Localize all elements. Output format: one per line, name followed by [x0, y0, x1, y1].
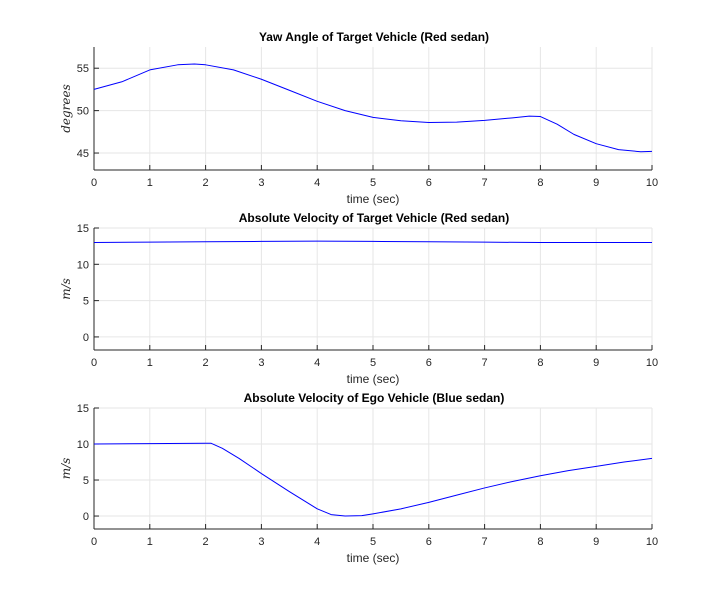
x-tick-label: 6 [426, 357, 432, 369]
series-line [93, 63, 653, 153]
chart-2: 0 1 2 3 4 5 6 7 8 9 10 0 5 10 15 Absolute Velocity of T… [59, 211, 658, 386]
chart-title: Yaw Angle of Target Vehicle (Red sedan) [259, 30, 489, 44]
chart-title: Absolute Velocity of Ego Vehicle (Blue s… [244, 391, 505, 405]
x-tick-label: 9 [593, 357, 599, 369]
x-tick-label: 7 [482, 357, 488, 369]
x-tick-label: 4 [314, 357, 320, 369]
x-tick-label: 10 [646, 357, 658, 369]
y-tick-label: 55 [77, 63, 89, 75]
x-tick-label: 4 [314, 536, 320, 548]
x-tick-label: 0 [91, 536, 97, 548]
chart-3: 0 1 2 3 4 5 6 7 8 9 10 0 5 10 15 Absolute Velocity of E… [59, 391, 658, 565]
y-axis-label: m/s [59, 458, 73, 480]
series-line [93, 240, 652, 244]
y-tick-label: 45 [77, 148, 89, 160]
x-tick-label: 8 [537, 357, 543, 369]
y-tick-label: 50 [77, 106, 89, 118]
x-tick-label: 9 [593, 536, 599, 548]
x-tick-label: 10 [646, 536, 658, 548]
y-axis-label: m/s [59, 278, 73, 300]
y-tick-label: 10 [77, 439, 89, 451]
y-tick-label: 0 [83, 511, 89, 523]
x-tick-label: 5 [370, 177, 376, 189]
x-tick-label: 0 [91, 177, 97, 189]
x-tick-label: 1 [147, 177, 153, 189]
x-tick-label: 1 [147, 536, 153, 548]
y-tick-label: 10 [77, 259, 89, 271]
x-tick-label: 3 [258, 536, 264, 548]
y-tick-label: 15 [77, 223, 89, 235]
series-line [93, 442, 653, 517]
y-tick-label: 15 [77, 403, 89, 415]
chart-title: Absolute Velocity of Target Vehicle (Red… [239, 211, 510, 225]
x-tick-label: 4 [314, 177, 320, 189]
x-tick-label: 10 [646, 177, 658, 189]
y-tick-label: 5 [83, 475, 89, 487]
x-tick-label: 3 [258, 357, 264, 369]
x-tick-label: 9 [593, 177, 599, 189]
x-tick-label: 7 [482, 536, 488, 548]
x-tick-label: 6 [426, 177, 432, 189]
x-tick-label: 2 [203, 536, 209, 548]
x-tick-label: 7 [482, 177, 488, 189]
x-tick-label: 0 [91, 357, 97, 369]
x-tick-label: 2 [203, 357, 209, 369]
x-tick-label: 6 [426, 536, 432, 548]
x-tick-label: 8 [537, 177, 543, 189]
x-tick-label: 8 [537, 536, 543, 548]
x-tick-label: 3 [258, 177, 264, 189]
x-axis-label: time (sec) [347, 372, 400, 386]
x-axis-label: time (sec) [347, 192, 400, 206]
x-axis-label: time (sec) [347, 551, 400, 565]
x-tick-label: 2 [203, 177, 209, 189]
x-tick-label: 5 [370, 536, 376, 548]
y-tick-label: 5 [83, 296, 89, 308]
x-tick-label: 1 [147, 357, 153, 369]
y-axis-label: degrees [59, 84, 73, 133]
y-tick-label: 0 [83, 332, 89, 344]
x-tick-label: 5 [370, 357, 376, 369]
